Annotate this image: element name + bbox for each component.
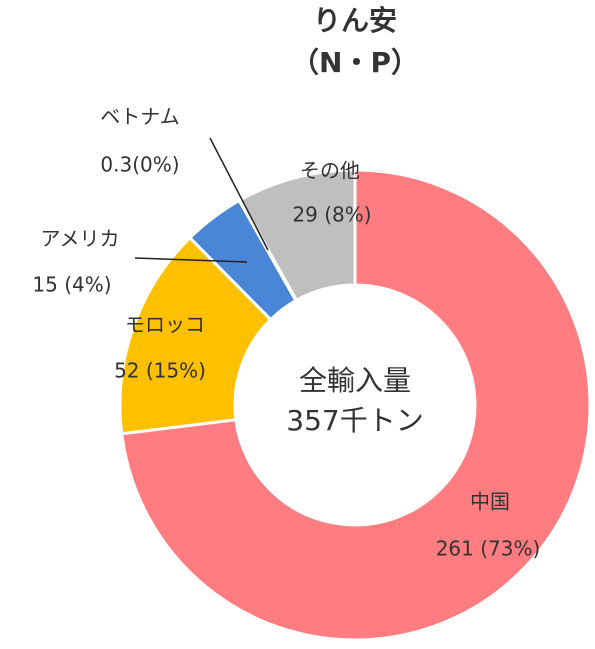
category-label: 中国 (470, 490, 510, 514)
category-label: その他 (300, 159, 360, 183)
chart-subtitle: （N・P） (291, 46, 419, 79)
chart-title: りん安 (313, 4, 397, 37)
value-label: 29 (8%) (292, 203, 371, 227)
leader-line (134, 257, 248, 263)
category-label: ベトナム (100, 105, 179, 129)
center-label: 357千トン (286, 404, 423, 437)
center-label: 全輸入量 (299, 364, 411, 397)
category-label: アメリカ (41, 227, 120, 251)
value-label: 52 (15%) (114, 359, 206, 383)
donut-slice (120, 168, 592, 642)
value-label: 261 (73%) (436, 537, 541, 561)
leader-line (209, 137, 269, 251)
category-label: モロッコ (125, 313, 205, 337)
donut-slice (238, 168, 357, 303)
value-label: 15 (4%) (32, 273, 111, 297)
value-label: 0.3(0%) (100, 153, 179, 177)
